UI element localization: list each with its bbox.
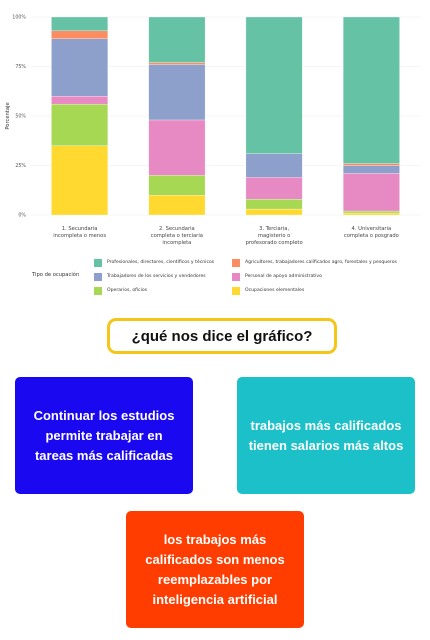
- y-tick-label: 50%: [15, 114, 26, 120]
- legend-title: Tipo de ocupación: [32, 272, 80, 278]
- bar-segment: [245, 153, 303, 178]
- bar-segment: [51, 145, 108, 216]
- legend-item-agricultores: Agricultores, trabajadores calificados a…: [232, 258, 397, 267]
- bar-segment: [51, 16, 108, 32]
- bar-segment: [343, 212, 400, 216]
- legend-item-servicios: Trabajadores de los servicios y vendedor…: [94, 272, 206, 281]
- bar-segment: [245, 16, 303, 154]
- x-tick-label: 3. Terciaria,: [259, 226, 289, 232]
- x-tick-label: 2. Secundaria: [159, 226, 195, 232]
- legend-swatch: [94, 272, 102, 281]
- legend-swatch: [232, 272, 240, 281]
- bar-segment: [343, 173, 400, 212]
- legend-item-operarios: Operarios, oficios: [94, 286, 147, 295]
- bar-segment: [51, 103, 108, 146]
- bar-segment: [343, 16, 400, 164]
- legend-item-elementales: Ocupaciones elementales: [232, 286, 304, 295]
- bar-segment: [343, 165, 400, 174]
- bar-segment: [51, 38, 108, 97]
- takeaway-card-salaries: trabajos más calificados tienen salarios…: [237, 377, 415, 494]
- x-tick-label: magisterio o: [258, 233, 290, 239]
- legend-item-profesionales: Profesionales, directores, científicos y…: [94, 258, 214, 267]
- y-tick-label: 25%: [15, 163, 26, 169]
- bar-segment: [245, 199, 303, 210]
- x-tick-label: profesorado completo: [246, 240, 303, 246]
- legend-swatch: [94, 258, 102, 267]
- bar-segment: [148, 119, 206, 176]
- x-tick-label: completa o posgrado: [344, 233, 399, 239]
- y-axis-label: Porcentaje: [5, 102, 11, 129]
- takeaway-card-studies: Continuar los estudios permite trabajar …: [15, 377, 193, 494]
- bar-segment: [148, 64, 206, 121]
- y-tick-label: 100%: [12, 15, 26, 21]
- bar-segment: [51, 96, 108, 105]
- bar-segment: [245, 208, 303, 216]
- x-tick-label: 1. Secundaria: [62, 226, 98, 232]
- chart-legend: Tipo de ocupación Profesionales, directo…: [0, 255, 430, 297]
- bar-segment: [148, 175, 206, 196]
- bar-segment: [51, 30, 108, 39]
- bar-segment: [343, 210, 400, 214]
- y-tick-label: 0%: [18, 213, 26, 219]
- bar-segment: [245, 177, 303, 200]
- question-banner: ¿qué nos dice el gráfico?: [107, 318, 337, 354]
- bar-segment: [148, 62, 206, 65]
- x-tick-label: completa o terciaria: [151, 233, 203, 239]
- x-tick-label: incompleta: [162, 240, 191, 246]
- legend-swatch: [232, 286, 240, 295]
- x-tick-label: 4. Universitaria: [352, 226, 392, 232]
- bar-segment: [148, 195, 206, 216]
- takeaway-card-ai: los trabajos más calificados son menos r…: [126, 511, 304, 628]
- bar-segment: [343, 163, 400, 166]
- legend-swatch: [232, 258, 240, 267]
- legend-item-apoyo-administrativo: Personal de apoyo administrativo: [232, 272, 322, 281]
- bar-segment: [148, 16, 206, 63]
- legend-swatch: [94, 286, 102, 295]
- y-tick-label: 75%: [15, 64, 26, 70]
- x-tick-label: incompleta o menos: [53, 233, 106, 239]
